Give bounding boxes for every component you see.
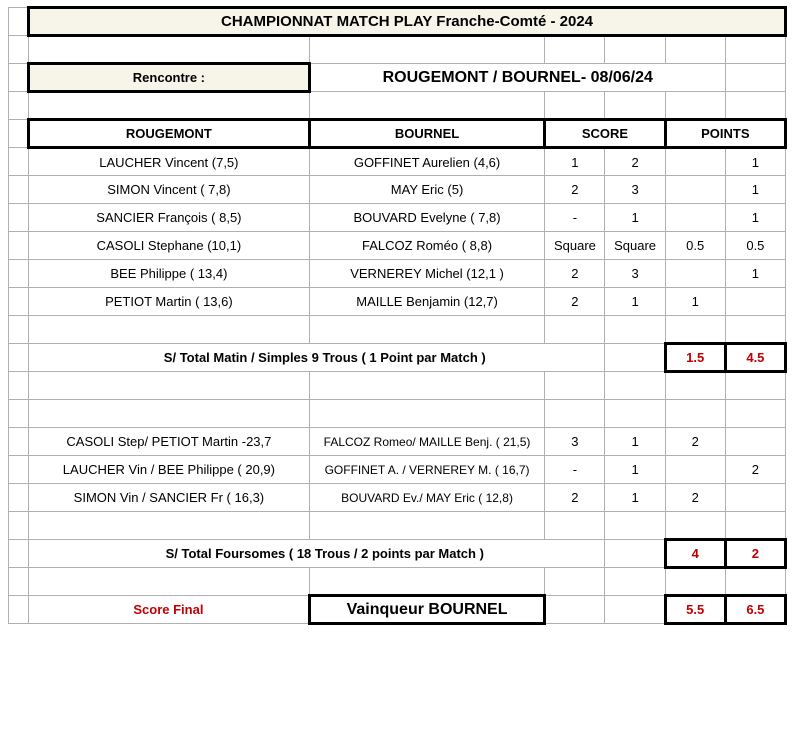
foursome-points-a (665, 456, 725, 484)
singles-score-a: 2 (545, 288, 605, 316)
rencontre-label: Rencontre : (29, 64, 310, 92)
singles-score-b: 2 (605, 148, 665, 176)
header-score: SCORE (545, 120, 665, 148)
singles-player-a: SIMON Vincent ( 7,8) (29, 176, 310, 204)
foursome-pair-b: GOFFINET A. / VERNEREY M. ( 16,7) (309, 456, 545, 484)
foursome-points-b (725, 428, 785, 456)
match-sheet-table: CHAMPIONNAT MATCH PLAY Franche-Comté - 2… (8, 6, 787, 625)
singles-total-label: S/ Total Matin / Simples 9 Trous ( 1 Poi… (29, 344, 605, 372)
singles-player-a: LAUCHER Vincent (7,5) (29, 148, 310, 176)
singles-player-b: MAILLE Benjamin (12,7) (309, 288, 545, 316)
singles-player-b: BOUVARD Evelyne ( 7,8) (309, 204, 545, 232)
score-final-label: Score Final (29, 596, 310, 624)
singles-score-b: Square (605, 232, 665, 260)
singles-points-a (665, 260, 725, 288)
foursome-points-a: 2 (665, 484, 725, 512)
foursomes-total-a: 4 (665, 540, 725, 568)
singles-player-b: MAY Eric (5) (309, 176, 545, 204)
foursome-pair-a: LAUCHER Vin / BEE Philippe ( 20,9) (29, 456, 310, 484)
singles-player-a: CASOLI Stephane (10,1) (29, 232, 310, 260)
singles-score-b: 3 (605, 176, 665, 204)
foursomes-total-b: 2 (725, 540, 785, 568)
singles-score-a: 1 (545, 148, 605, 176)
singles-score-a: Square (545, 232, 605, 260)
singles-score-b: 1 (605, 204, 665, 232)
championship-title: CHAMPIONNAT MATCH PLAY Franche-Comté - 2… (29, 8, 786, 36)
singles-points-b (725, 288, 785, 316)
foursome-score-b: 1 (605, 428, 665, 456)
winner-cell: Vainqueur BOURNEL (309, 596, 545, 624)
singles-player-b: VERNEREY Michel (12,1 ) (309, 260, 545, 288)
singles-points-a (665, 176, 725, 204)
foursome-points-a: 2 (665, 428, 725, 456)
singles-player-a: PETIOT Martin ( 13,6) (29, 288, 310, 316)
header-team-b: BOURNEL (309, 120, 545, 148)
singles-points-b: 1 (725, 148, 785, 176)
foursome-pair-b: BOUVARD Ev./ MAY Eric ( 12,8) (309, 484, 545, 512)
singles-score-b: 1 (605, 288, 665, 316)
foursome-pair-a: SIMON Vin / SANCIER Fr ( 16,3) (29, 484, 310, 512)
singles-points-a: 1 (665, 288, 725, 316)
foursome-points-b: 2 (725, 456, 785, 484)
singles-total-a: 1.5 (665, 344, 725, 372)
singles-total-b: 4.5 (725, 344, 785, 372)
foursomes-total-label: S/ Total Foursomes ( 18 Trous / 2 points… (29, 540, 605, 568)
header-team-a: ROUGEMONT (29, 120, 310, 148)
singles-player-b: FALCOZ Roméo ( 8,8) (309, 232, 545, 260)
singles-player-a: BEE Philippe ( 13,4) (29, 260, 310, 288)
singles-points-b: 1 (725, 204, 785, 232)
rencontre-value: ROUGEMONT / BOURNEL- 08/06/24 (309, 64, 725, 92)
foursome-score-b: 1 (605, 484, 665, 512)
foursome-pair-a: CASOLI Step/ PETIOT Martin -23,7 (29, 428, 310, 456)
singles-score-a: - (545, 204, 605, 232)
foursome-score-b: 1 (605, 456, 665, 484)
final-total-a: 5.5 (665, 596, 725, 624)
singles-points-b: 0.5 (725, 232, 785, 260)
singles-score-b: 3 (605, 260, 665, 288)
singles-player-b: GOFFINET Aurelien (4,6) (309, 148, 545, 176)
foursome-score-a: 3 (545, 428, 605, 456)
final-total-b: 6.5 (725, 596, 785, 624)
singles-score-a: 2 (545, 260, 605, 288)
singles-player-a: SANCIER François ( 8,5) (29, 204, 310, 232)
singles-points-a (665, 204, 725, 232)
singles-score-a: 2 (545, 176, 605, 204)
singles-points-b: 1 (725, 260, 785, 288)
foursome-points-b (725, 484, 785, 512)
foursome-score-a: 2 (545, 484, 605, 512)
header-points: POINTS (665, 120, 785, 148)
singles-points-b: 1 (725, 176, 785, 204)
singles-points-a: 0.5 (665, 232, 725, 260)
singles-points-a (665, 148, 725, 176)
foursome-pair-b: FALCOZ Romeo/ MAILLE Benj. ( 21,5) (309, 428, 545, 456)
foursome-score-a: - (545, 456, 605, 484)
